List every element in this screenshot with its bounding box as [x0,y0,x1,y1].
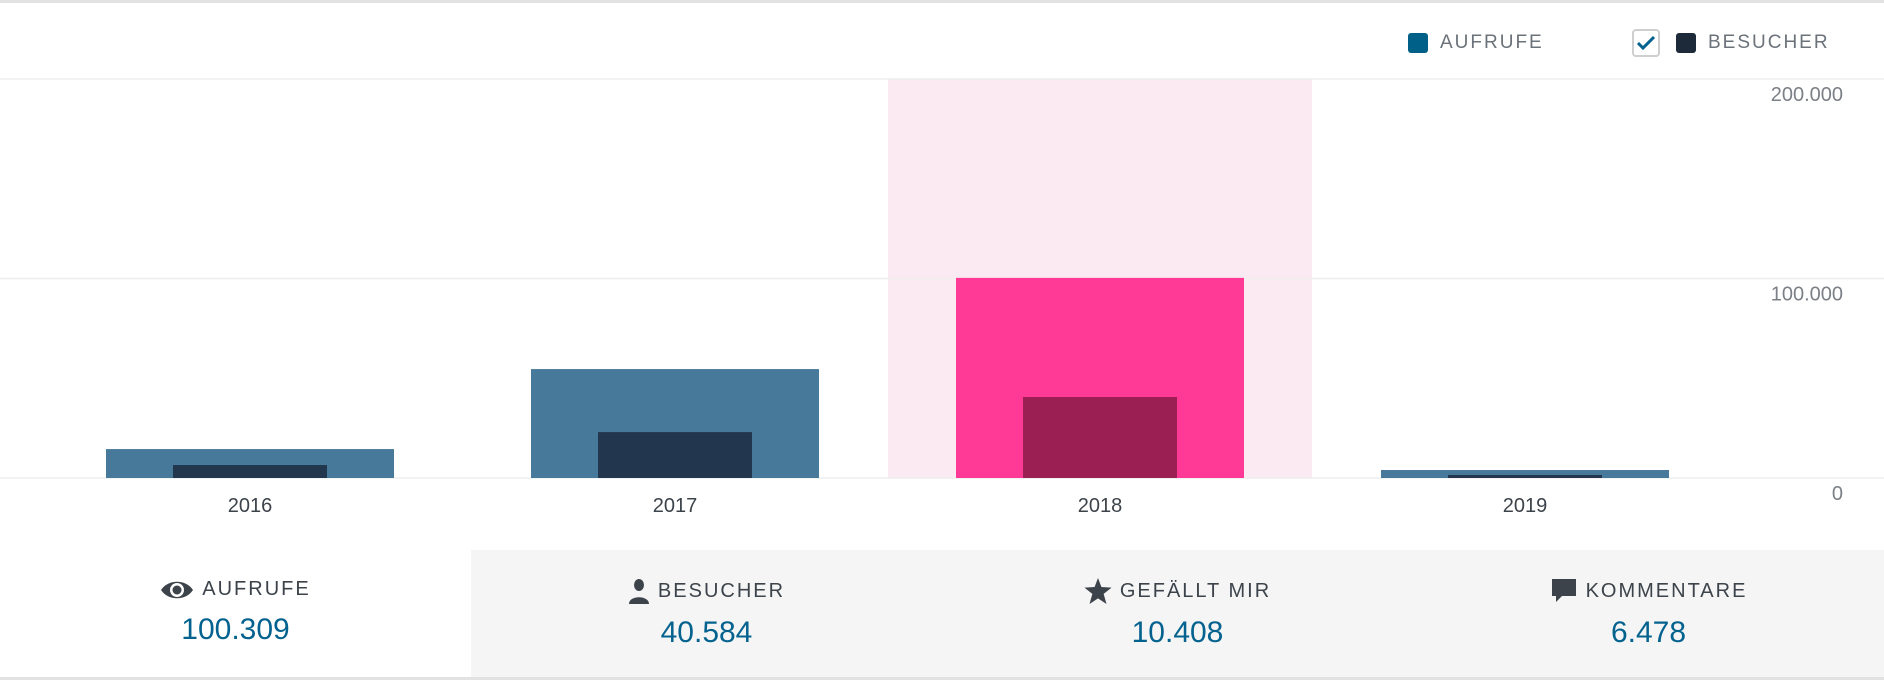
bottom-border [0,677,1884,680]
y-tick-label: 200.000 [1771,84,1843,106]
bar-chart: 0 100.000 200.000 2016 2017 2018 2019 [0,78,1884,517]
stat-value: 10.408 [1131,616,1224,649]
visitors-checkbox[interactable] [1632,29,1660,57]
legend-views-label: AUFRUFE [1440,32,1544,53]
stat-likes[interactable]: GEFÄLLT MIR 10.408 [942,550,1413,677]
stat-value: 100.309 [181,613,290,646]
x-tick-label: 2019 [1503,495,1548,517]
y-tick-label: 0 [1832,483,1843,505]
eye-icon [161,581,194,598]
stats-summary: AUFRUFE 100.309 BESUCHER 40.584 GEFÄLLT … [0,550,1884,677]
check-icon [1636,35,1656,51]
bar-besucher-2019[interactable] [1448,475,1602,478]
stat-views[interactable]: AUFRUFE 100.309 [0,550,471,677]
bar-besucher-2017[interactable] [598,432,752,478]
visitors-swatch [1676,33,1696,53]
x-tick-label: 2016 [228,495,273,517]
stat-visitors[interactable]: BESUCHER 40.584 [471,550,942,677]
stat-value: 40.584 [660,616,753,649]
stat-label: AUFRUFE [202,578,311,600]
x-tick-label: 2017 [653,495,698,517]
legend-views: AUFRUFE [1408,28,1544,58]
top-border [0,0,1884,3]
views-swatch [1408,33,1428,53]
stat-value: 6.478 [1610,616,1687,649]
y-tick-label: 100.000 [1771,284,1843,306]
bar-besucher-2016[interactable] [173,465,327,478]
legend-visitors-label: BESUCHER [1708,32,1830,53]
stat-label: BESUCHER [657,579,786,602]
bar-aufrufe-2019[interactable] [1381,470,1669,478]
person-icon [628,579,649,604]
stat-label: GEFÄLLT MIR [1119,579,1272,602]
x-tick-label: 2018 [1078,495,1123,517]
legend-visitors[interactable]: BESUCHER [1632,28,1830,58]
stat-comments[interactable]: KOMMENTARE 6.478 [1413,550,1884,677]
stat-label: KOMMENTARE [1585,579,1748,602]
bar-besucher-2018[interactable] [1023,397,1177,478]
comment-icon [1551,579,1576,602]
star-icon [1084,578,1112,604]
